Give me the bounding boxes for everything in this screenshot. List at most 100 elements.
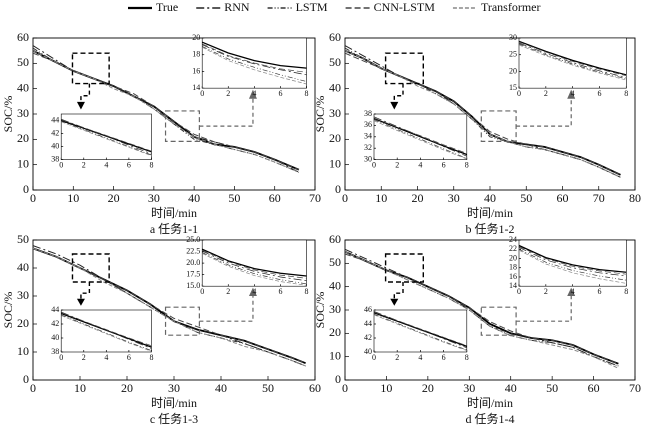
x-tick-label: 10 xyxy=(67,191,79,205)
x-tick-label: 40 xyxy=(188,191,200,205)
y-tick-label: 50 xyxy=(17,232,29,246)
x-tick-label: 0 xyxy=(200,89,204,98)
y-tick-label: 40 xyxy=(51,141,59,150)
series-line xyxy=(61,312,152,347)
inset: 0 2 4 6 8 38 40 42 44 xyxy=(51,305,153,362)
x-tick-label: 4 xyxy=(571,287,575,296)
y-tick-label: 20.0 xyxy=(186,258,200,267)
x-tick-label: 20 xyxy=(422,381,434,395)
x-tick-label: 6 xyxy=(442,353,446,362)
x-tick-label: 60 xyxy=(557,191,569,205)
y-tick-label: 30 xyxy=(17,288,29,302)
y-tick-label: 14 xyxy=(192,83,200,92)
x-tick-label: 60 xyxy=(269,191,281,205)
y-axis-label: SOC/% xyxy=(313,96,327,133)
arrow-head xyxy=(76,298,85,306)
zoom-box xyxy=(71,52,110,85)
zoom-arrow xyxy=(393,282,404,299)
y-tick-label: 60 xyxy=(329,232,341,246)
x-tick-label: 4 xyxy=(418,353,422,362)
plot-frame xyxy=(60,113,152,160)
inset: 0 2 4 6 8 38 40 42 44 xyxy=(51,113,153,169)
legend-label: CNN-LSTM xyxy=(374,0,436,14)
x-axis-label: 时间/min xyxy=(467,206,513,220)
series-line xyxy=(518,249,627,284)
plot-frame xyxy=(518,37,627,89)
x-tick-label: 0 xyxy=(372,353,376,362)
series-line xyxy=(518,246,627,275)
plot-frame xyxy=(373,309,468,353)
y-tick-label: 10 xyxy=(329,156,341,170)
series-line xyxy=(61,118,152,155)
x-tick-label: 10 xyxy=(375,191,387,205)
y-tick-label: 30 xyxy=(17,106,29,120)
legend-label: True xyxy=(156,0,178,14)
legend-label: Transformer xyxy=(481,0,541,14)
series-line xyxy=(202,46,307,85)
zoom-arrow xyxy=(393,83,404,102)
x-tick-label: 2 xyxy=(82,160,86,169)
x-tick-label: 6 xyxy=(597,89,601,98)
x-axis-label: 时间/min xyxy=(151,396,197,410)
arrow-head xyxy=(567,287,576,296)
y-tick-label: 42 xyxy=(51,319,59,328)
arrow-head xyxy=(390,298,399,306)
x-tick-label: 4 xyxy=(418,160,422,169)
x-tick-label: 4 xyxy=(252,89,256,98)
series-line xyxy=(518,41,627,77)
y-tick-label: 38 xyxy=(364,109,372,118)
series-line xyxy=(202,249,307,279)
series-line xyxy=(373,117,467,154)
y-tick-label: 15 xyxy=(509,83,517,92)
x-tick-label: 40 xyxy=(215,381,227,395)
x-tick-label: 6 xyxy=(278,89,282,98)
x-tick-label: 30 xyxy=(463,381,475,395)
x-tick-label: 40 xyxy=(484,191,496,205)
zoom-box xyxy=(384,52,425,85)
series-line xyxy=(518,42,627,78)
x-tick-label: 60 xyxy=(309,381,321,395)
x-tick-label: 8 xyxy=(149,160,153,169)
caption: d 任务1-4 xyxy=(466,411,515,426)
x-tick-label: 50 xyxy=(520,191,532,205)
series-line xyxy=(373,120,467,160)
x-tick-label: 50 xyxy=(546,381,558,395)
arrow-head xyxy=(248,89,257,99)
y-tick-label: 25.0 xyxy=(186,235,200,244)
x-tick-label: 8 xyxy=(149,353,153,362)
inset: 0 2 4 6 8 14 16 18 20 xyxy=(192,33,308,98)
series-line xyxy=(32,247,306,367)
series-line xyxy=(32,50,300,173)
y-axis-label: SOC/% xyxy=(1,292,15,329)
zoom-box xyxy=(384,253,425,283)
zoom-arrow xyxy=(199,296,254,322)
x-tick-label: 2 xyxy=(226,287,230,296)
x-tick-label: 8 xyxy=(624,89,628,98)
y-tick-label: 34 xyxy=(364,132,372,141)
x-tick-label: 8 xyxy=(624,287,628,296)
y-axis-label: SOC/% xyxy=(313,292,327,329)
y-tick-label: 40 xyxy=(17,80,29,94)
y-tick-label: 0 xyxy=(335,372,341,386)
arrow-head xyxy=(76,101,85,110)
series-line xyxy=(373,116,467,157)
caption: b 任务1-2 xyxy=(466,221,515,236)
x-tick-label: 20 xyxy=(121,381,133,395)
y-tick-label: 40 xyxy=(17,260,29,274)
y-tick-label: 46 xyxy=(364,305,372,314)
x-tick-label: 0 xyxy=(372,160,376,169)
series-line xyxy=(373,311,467,349)
series-line xyxy=(518,40,627,76)
series-line xyxy=(202,253,307,286)
x-tick-label: 70 xyxy=(629,381,641,395)
series-line xyxy=(373,313,467,351)
y-tick-label: 20 xyxy=(329,131,341,145)
y-tick-label: 38 xyxy=(51,347,59,356)
inset: 0 2 4 6 8 15.0 17.5 20.0 22.5 25.0 xyxy=(186,235,308,296)
y-tick-label: 20 xyxy=(509,253,517,262)
x-tick-label: 8 xyxy=(305,89,309,98)
arrow-head xyxy=(248,287,257,296)
inset: 0 2 4 6 8 30 32 34 36 38 xyxy=(364,109,469,170)
